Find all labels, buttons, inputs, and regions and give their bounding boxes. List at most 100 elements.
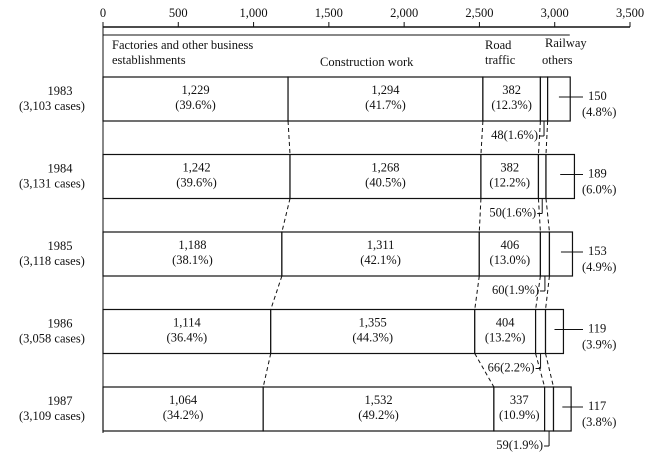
category-label: 1984 — [48, 161, 74, 175]
railway-label: 50(1.6%) — [489, 205, 536, 219]
category-sublabel: (3,131 cases) — [19, 176, 85, 190]
connector — [545, 353, 554, 388]
share-label: (39.6%) — [176, 175, 217, 189]
value-label: 406 — [500, 238, 519, 252]
bar-segment — [289, 153, 482, 200]
category-label: 1986 — [48, 316, 73, 330]
value-label: 59 — [496, 438, 509, 452]
share-label: (13.0%) — [490, 253, 531, 267]
connector — [545, 275, 550, 310]
legend-entry: Factories and other business establishme… — [112, 38, 254, 67]
share-label: (40.5%) — [365, 175, 406, 189]
connector — [478, 198, 482, 233]
value-label: 1,294 — [371, 83, 400, 97]
bar-segment — [287, 76, 484, 122]
share-label: (42.1%) — [360, 253, 401, 267]
bar-segment — [262, 386, 495, 432]
bar-segment — [474, 308, 537, 355]
value-label: 1,311 — [367, 238, 395, 252]
value-label: 382 — [502, 83, 521, 97]
connector — [535, 353, 546, 388]
value-label: 1,229 — [181, 83, 209, 97]
share-label: (39.6%) — [175, 98, 216, 112]
category-label: 1987 — [48, 394, 73, 408]
connector — [480, 120, 484, 155]
legend-entry: Road traffic — [485, 38, 516, 67]
x-tick-label: 3,000 — [541, 6, 569, 20]
share-label: (10.9%) — [499, 408, 540, 422]
connector — [537, 198, 541, 233]
category-sublabel: (3,109 cases) — [19, 409, 85, 423]
bar-segment — [480, 153, 540, 200]
value-label: 150 — [588, 89, 607, 103]
connector — [287, 120, 291, 155]
value-label: 1,355 — [359, 315, 387, 329]
bar-segment — [102, 386, 264, 432]
share-label: (38.1%) — [172, 253, 213, 267]
bar-segment — [552, 386, 572, 432]
share-label: (34.2%) — [163, 408, 204, 422]
bar-segment — [544, 386, 555, 432]
category-sublabel: (3,118 cases) — [19, 254, 85, 268]
x-tick-label: 1,500 — [315, 6, 343, 20]
value-label: 189 — [588, 166, 607, 180]
share-label: (1.6%) — [504, 128, 538, 142]
value-label: 119 — [588, 321, 606, 335]
category-sublabel: (3,103 cases) — [19, 99, 85, 113]
bar-segment — [539, 76, 549, 122]
bar-segment — [539, 231, 551, 277]
x-tick-label: 0 — [100, 6, 106, 20]
value-label: 1,064 — [169, 393, 198, 407]
share-label: (4.9%) — [582, 260, 616, 274]
value-label: 60 — [492, 283, 505, 297]
legend-entry: Railway — [545, 36, 587, 50]
railway-label: 60(1.9%) — [492, 283, 539, 297]
value-label: 117 — [588, 399, 606, 413]
bar-segment — [281, 231, 480, 277]
connector — [270, 275, 283, 310]
value-label: 1,532 — [364, 393, 392, 407]
connector — [535, 275, 541, 310]
value-label: 1,268 — [371, 160, 399, 174]
x-tick-label: 500 — [169, 6, 188, 20]
value-label: 50 — [489, 205, 502, 219]
bar-segment — [545, 153, 576, 200]
railway-label: 48(1.6%) — [491, 128, 538, 142]
connector — [474, 275, 480, 310]
share-label: (1.9%) — [509, 438, 543, 452]
railway-label: 59(1.9%) — [496, 438, 543, 452]
value-label: 382 — [500, 160, 519, 174]
share-label: (3.8%) — [582, 415, 616, 429]
bar-segment — [548, 231, 574, 277]
value-label: 337 — [510, 393, 529, 407]
value-label: 66 — [488, 360, 501, 374]
connector — [262, 353, 272, 388]
bar-segment — [102, 231, 283, 277]
railway-label: 66(2.2%) — [488, 360, 535, 374]
connector — [545, 120, 549, 155]
value-label: 153 — [588, 244, 607, 258]
share-label: (1.9%) — [505, 283, 539, 297]
share-label: (41.7%) — [365, 98, 406, 112]
share-label: (3.9%) — [582, 337, 616, 351]
bar-segment — [493, 386, 546, 432]
value-label: 404 — [496, 315, 516, 329]
value-label: 48 — [491, 128, 504, 142]
share-label: (13.2%) — [485, 330, 526, 344]
value-label: 1,188 — [178, 238, 206, 252]
category-label: 1983 — [48, 84, 73, 98]
share-label: (1.6%) — [502, 205, 536, 219]
x-tick-label: 2,000 — [390, 6, 418, 20]
share-label: (4.8%) — [582, 105, 616, 119]
share-label: (6.0%) — [582, 182, 616, 196]
legend-entry: others — [542, 53, 573, 67]
connector — [537, 120, 541, 155]
share-label: (12.3%) — [491, 98, 532, 112]
bar-segment — [547, 76, 571, 122]
x-tick-label: 3,500 — [616, 6, 644, 20]
share-label: (44.3%) — [352, 330, 393, 344]
share-label: (2.2%) — [500, 360, 534, 374]
category-label: 1985 — [48, 239, 73, 253]
